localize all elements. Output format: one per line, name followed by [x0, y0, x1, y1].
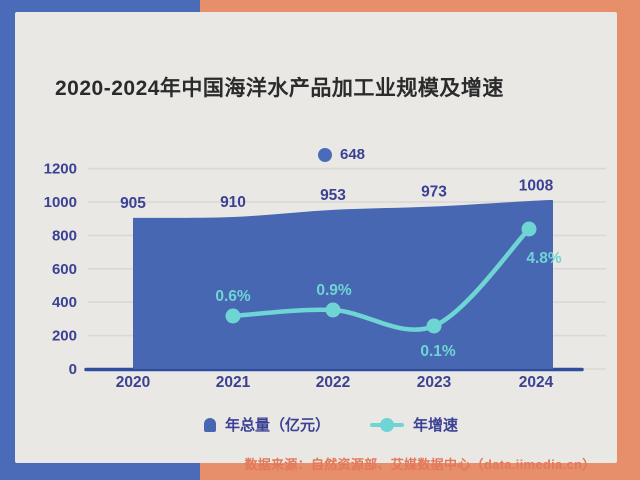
legend-item-growth: 年增速 — [370, 414, 458, 435]
floating-value-text: 648 — [340, 146, 365, 163]
line-marker-dot — [380, 418, 394, 432]
data-source: 数据来源：自然资源部、艾媒数据中心（data.iimedia.cn） — [215, 454, 625, 473]
legend-label-growth: 年增速 — [413, 414, 458, 435]
area-series-marker-icon — [204, 418, 216, 432]
page: 2020-2024年中国海洋水产品加工业规模及增速 648 年总量（亿元） 年增… — [0, 0, 640, 480]
legend-label-total: 年总量（亿元） — [225, 414, 330, 435]
floating-value-label: 648 — [318, 146, 365, 163]
chart-title: 2020-2024年中国海洋水产品加工业规模及增速 — [55, 72, 504, 102]
blue-dot-icon — [318, 148, 332, 162]
line-series-marker-icon — [370, 418, 404, 432]
legend: 年总量（亿元） 年增速 — [30, 414, 632, 435]
chart-card: 2020-2024年中国海洋水产品加工业规模及增速 648 年总量（亿元） 年增… — [15, 12, 617, 463]
legend-item-total: 年总量（亿元） — [204, 414, 330, 435]
